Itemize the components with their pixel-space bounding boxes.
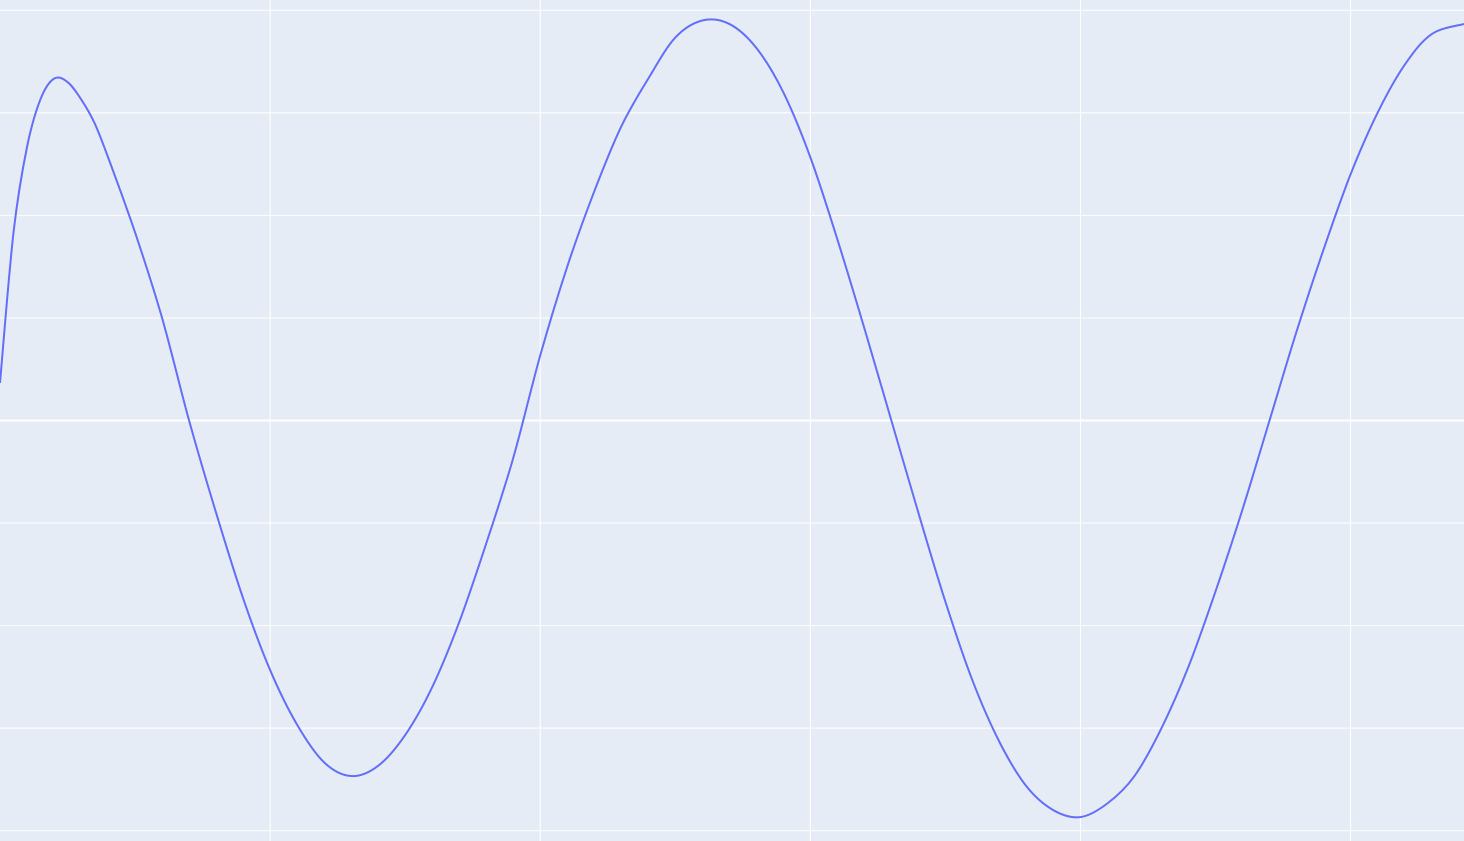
series-layer — [0, 18, 1464, 819]
series-line — [0, 18, 1464, 819]
